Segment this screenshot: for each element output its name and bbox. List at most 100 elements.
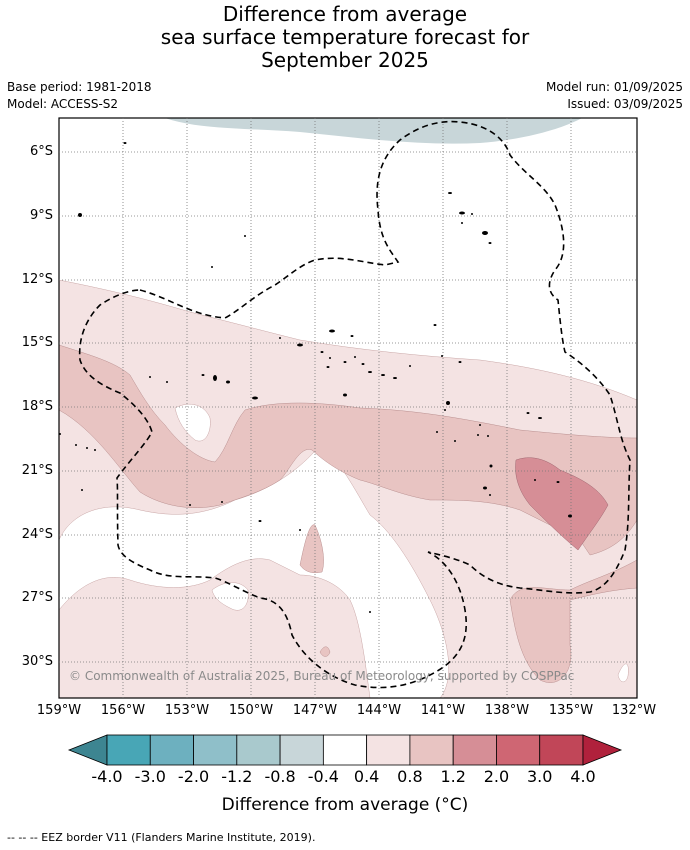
colorbar-over-arrow: [582, 734, 623, 766]
island: [86, 447, 88, 449]
colorbar-tick-label: 0.8: [397, 767, 423, 786]
island: [166, 381, 168, 383]
copyright-notice: © Commonwealth of Australia 2025, Bureau…: [69, 669, 575, 683]
island: [59, 433, 61, 435]
island: [329, 329, 335, 333]
model-run: Model run: 01/09/2025: [545, 80, 683, 94]
island: [279, 337, 281, 339]
title-line-3: September 2025: [261, 48, 429, 72]
lat-label-24s: 24°S: [21, 527, 53, 542]
island: [461, 222, 463, 224]
issued-date: Issued: 03/09/2025: [567, 97, 683, 111]
lat-label-27s: 27°S: [21, 590, 53, 605]
island: [477, 434, 479, 436]
island: [369, 611, 371, 613]
colorbar-tick-label: -3.0: [134, 767, 166, 786]
colorbar-tick-label: 0.4: [353, 767, 380, 786]
colorbar-swatch: [106, 734, 151, 766]
island: [436, 431, 438, 433]
model-name: Model: ACCESS-S2: [7, 97, 119, 111]
anomaly-core-1-2: [515, 457, 609, 551]
lat-label-15s: 15°S: [21, 335, 53, 350]
lon-label-135w: 135°W: [548, 703, 594, 718]
lon-label-138w: 138°W: [484, 703, 530, 718]
island: [489, 494, 491, 496]
sst-anomaly-field: [59, 118, 637, 698]
island: [444, 409, 446, 411]
colorbar-swatch: [322, 734, 368, 766]
island: [78, 213, 82, 217]
lon-label-132w: 132°W: [611, 703, 657, 718]
colorbar-swatch: [409, 734, 454, 766]
lat-label-18s: 18°S: [21, 399, 53, 414]
meta-right: Model run: 01/09/2025 Issued: 03/09/2025: [546, 79, 683, 113]
neutral-region-2: [174, 403, 211, 442]
lon-label-153w: 153°W: [164, 703, 210, 718]
colorbar-title: Difference from average (°C): [221, 795, 469, 815]
colorbar-tick-label: -4.0: [91, 767, 123, 786]
island: [433, 324, 437, 326]
anomaly-band-0-8: [59, 344, 637, 683]
colorbar-swatch: [366, 734, 411, 766]
island: [471, 213, 473, 215]
island: [409, 365, 411, 367]
lon-label-141w: 141°W: [420, 703, 466, 718]
island: [354, 356, 356, 358]
island: [221, 501, 223, 503]
meta-left: Base period: 1981-2018 Model: ACCESS-S2: [7, 79, 152, 113]
island: [329, 357, 331, 359]
island: [189, 504, 191, 506]
island: [459, 211, 465, 215]
island: [343, 361, 347, 363]
lat-label-30s: 30°S: [21, 654, 53, 669]
island: [441, 355, 443, 357]
island: [252, 396, 258, 400]
colorbar-swatch: [496, 734, 541, 766]
colorbar-tick-label: -0.8: [264, 767, 296, 786]
island: [320, 351, 324, 353]
lon-label-147w: 147°W: [292, 703, 338, 718]
island: [489, 464, 493, 468]
island: [297, 343, 303, 347]
colorbar-tick-label: -1.2: [221, 767, 253, 786]
colorbar-swatch: [236, 734, 281, 766]
colorbar-under-arrow: [67, 734, 108, 766]
island: [454, 440, 456, 442]
islands: [59, 142, 572, 613]
island: [526, 412, 530, 414]
colorbar-tick-label: -0.4: [307, 767, 339, 786]
neutral-region-4: [617, 663, 629, 683]
colorbar-tick-label: 1.2: [440, 767, 466, 786]
lon-label-144w: 144°W: [356, 703, 402, 718]
island: [299, 529, 301, 531]
island: [381, 374, 385, 376]
island: [393, 377, 397, 379]
island: [81, 489, 83, 491]
island: [479, 424, 481, 426]
lat-label-6s: 6°S: [29, 144, 53, 159]
island: [201, 374, 205, 376]
island: [368, 371, 372, 373]
island: [211, 266, 213, 268]
lat-label-9s: 9°S: [29, 208, 53, 223]
island: [149, 376, 151, 378]
island: [123, 142, 127, 144]
colorbar-tick-label: 3.0: [526, 767, 553, 786]
title-line-2: sea surface temperature forecast for: [160, 25, 530, 49]
island: [75, 444, 77, 446]
island: [556, 481, 560, 483]
island: [258, 520, 262, 522]
island: [94, 449, 96, 451]
lat-label-21s: 21°S: [21, 463, 53, 478]
island: [538, 417, 542, 419]
island: [482, 231, 488, 235]
neutral-region-3: [211, 582, 249, 611]
island: [488, 242, 492, 244]
island: [244, 235, 246, 237]
island: [568, 514, 572, 518]
colorbar-tick-label: -2.0: [177, 767, 210, 786]
island: [226, 380, 230, 384]
eez-legend-note: -- -- -- EEZ border V11 (Flanders Marine…: [7, 831, 316, 844]
colorbar-swatch: [452, 734, 497, 766]
